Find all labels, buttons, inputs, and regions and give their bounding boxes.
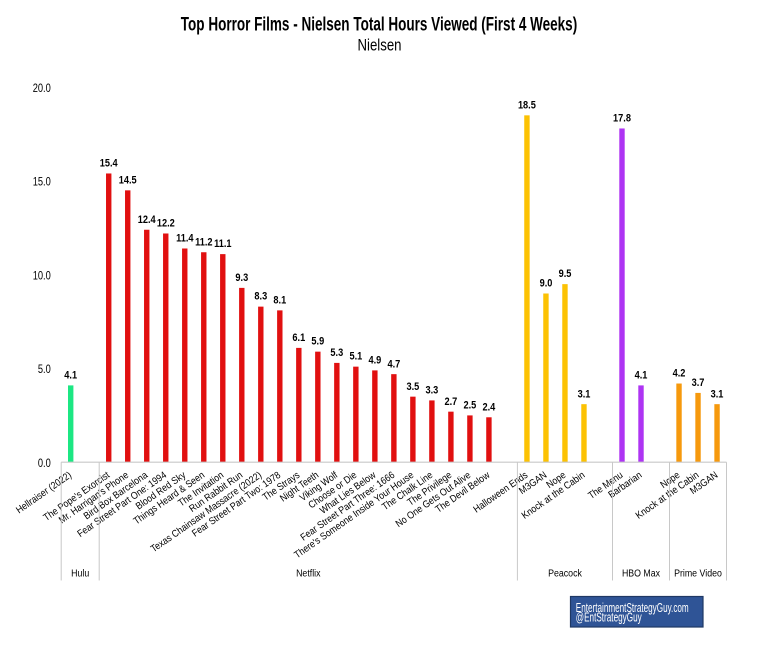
svg-text:3.7: 3.7	[692, 377, 705, 389]
svg-text:17.8: 17.8	[613, 113, 631, 125]
svg-text:3.1: 3.1	[578, 388, 591, 400]
svg-text:4.9: 4.9	[369, 355, 382, 367]
svg-text:3.1: 3.1	[711, 388, 724, 400]
svg-text:11.2: 11.2	[195, 236, 212, 248]
svg-text:4.2: 4.2	[673, 368, 686, 380]
svg-text:4.1: 4.1	[635, 370, 648, 382]
svg-text:0.0: 0.0	[38, 456, 51, 470]
svg-text:14.5: 14.5	[119, 175, 137, 187]
svg-text:Prime Video: Prime Video	[674, 569, 722, 580]
svg-text:3.3: 3.3	[426, 385, 439, 397]
svg-text:2.4: 2.4	[483, 401, 496, 413]
svg-text:Nielsen: Nielsen	[358, 36, 402, 54]
svg-text:4.7: 4.7	[388, 358, 401, 370]
svg-text:@EntStrategyGuy: @EntStrategyGuy	[576, 611, 642, 625]
svg-text:9.0: 9.0	[540, 278, 553, 290]
svg-text:Hulu: Hulu	[71, 569, 89, 580]
svg-text:9.5: 9.5	[559, 268, 572, 280]
svg-text:Top Horror Films - Nielsen Tot: Top Horror Films - Nielsen Total Hours V…	[181, 14, 577, 36]
svg-text:18.5: 18.5	[518, 99, 536, 111]
svg-text:20.0: 20.0	[33, 81, 51, 95]
svg-text:2.7: 2.7	[445, 396, 458, 408]
svg-text:4.1: 4.1	[64, 370, 77, 382]
svg-text:5.3: 5.3	[330, 347, 343, 359]
svg-text:15.4: 15.4	[100, 158, 119, 170]
svg-text:2.5: 2.5	[464, 400, 477, 412]
svg-text:10.0: 10.0	[33, 268, 51, 282]
svg-text:11.4: 11.4	[176, 233, 194, 245]
svg-text:3.5: 3.5	[407, 381, 420, 393]
svg-text:Peacock: Peacock	[548, 569, 583, 580]
svg-text:6.1: 6.1	[292, 332, 305, 344]
svg-text:Netflix: Netflix	[296, 569, 320, 580]
svg-text:8.1: 8.1	[273, 295, 286, 307]
svg-text:HBO Max: HBO Max	[622, 569, 660, 580]
svg-text:11.1: 11.1	[214, 238, 231, 250]
svg-text:5.9: 5.9	[311, 336, 324, 348]
svg-text:9.3: 9.3	[235, 272, 248, 284]
svg-text:5.1: 5.1	[350, 351, 363, 363]
svg-text:15.0: 15.0	[33, 175, 51, 189]
svg-text:5.0: 5.0	[38, 362, 51, 376]
svg-text:8.3: 8.3	[254, 291, 267, 303]
svg-text:EntertainmentStrategyGuy.com: EntertainmentStrategyGuy.com	[576, 601, 689, 615]
svg-text:12.2: 12.2	[157, 218, 175, 230]
svg-text:12.4: 12.4	[138, 214, 157, 226]
